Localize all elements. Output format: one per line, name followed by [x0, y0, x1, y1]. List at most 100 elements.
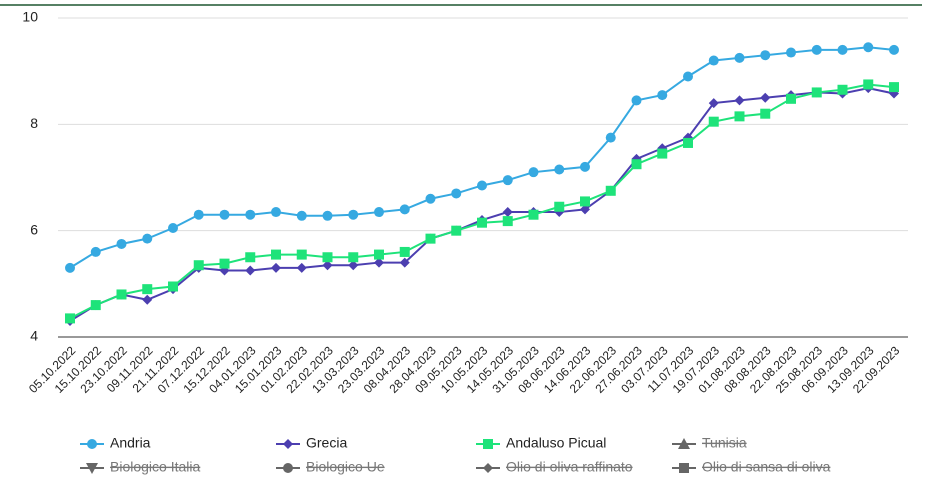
series-line	[69, 46, 895, 269]
point	[271, 207, 281, 218]
legend-label: Andria	[110, 435, 151, 451]
point	[760, 50, 771, 61]
y-tick-label: 10	[22, 9, 38, 25]
point	[657, 148, 668, 159]
point	[580, 196, 590, 207]
y-tick-label: 8	[30, 115, 38, 131]
point	[889, 44, 899, 55]
point	[554, 164, 565, 175]
point	[631, 159, 642, 170]
point	[168, 223, 178, 234]
point	[528, 167, 539, 178]
point	[502, 207, 513, 218]
legend-marker	[283, 463, 293, 473]
point	[322, 252, 333, 263]
legend-marker	[483, 463, 493, 473]
point	[657, 90, 668, 101]
point	[296, 210, 307, 221]
point	[219, 209, 230, 220]
point	[760, 92, 771, 103]
point	[605, 132, 616, 143]
series-line	[69, 87, 895, 322]
point	[90, 246, 101, 257]
point	[219, 258, 230, 269]
legend-marker	[679, 463, 689, 473]
point	[322, 210, 333, 221]
legend-marker	[283, 439, 293, 449]
point	[683, 71, 693, 82]
point	[193, 209, 204, 220]
point	[734, 111, 745, 122]
point	[116, 238, 127, 249]
point	[811, 87, 822, 98]
legend-marker	[86, 463, 98, 474]
point	[245, 252, 256, 263]
point	[477, 217, 487, 228]
point	[348, 252, 359, 263]
legend-label: Andaluso Picual	[506, 435, 606, 451]
series-line	[69, 83, 895, 320]
point	[631, 95, 642, 106]
point	[502, 216, 513, 227]
point	[348, 209, 359, 220]
point	[425, 233, 436, 244]
legend-marker	[87, 439, 97, 449]
point	[296, 249, 307, 260]
point	[399, 246, 410, 257]
point	[271, 262, 281, 273]
point	[193, 260, 204, 271]
point	[734, 52, 745, 63]
y-tick-label: 6	[30, 221, 38, 237]
point	[451, 188, 462, 199]
point	[786, 93, 796, 104]
point	[863, 79, 874, 90]
point	[374, 257, 384, 268]
legend-marker	[678, 438, 690, 449]
point	[451, 225, 462, 236]
point	[580, 204, 590, 215]
point	[708, 55, 719, 66]
legend-label: Olio di oliva raffinato	[506, 459, 633, 475]
point	[708, 116, 719, 127]
point	[734, 95, 745, 106]
point	[605, 185, 616, 196]
point	[116, 289, 127, 300]
point	[889, 82, 899, 93]
point	[786, 47, 796, 58]
point	[296, 262, 307, 273]
point	[65, 313, 75, 324]
point	[863, 42, 874, 53]
point	[142, 294, 153, 305]
point	[322, 260, 333, 271]
point	[811, 44, 822, 55]
legend-marker	[483, 439, 493, 449]
point	[271, 249, 281, 260]
point	[837, 44, 848, 55]
point	[425, 193, 436, 204]
point	[245, 209, 256, 220]
point	[168, 281, 178, 292]
point	[837, 84, 848, 95]
point	[142, 284, 153, 295]
point	[708, 98, 719, 109]
point	[528, 209, 539, 220]
point	[245, 265, 256, 276]
legend-label: Olio di sansa di oliva	[702, 459, 831, 475]
point	[580, 161, 590, 172]
point	[502, 175, 513, 186]
point	[683, 137, 693, 148]
point	[65, 262, 75, 273]
legend-label: Biologico Italia	[110, 459, 200, 475]
point	[477, 180, 487, 191]
y-tick-label: 4	[30, 328, 38, 344]
point	[374, 249, 384, 260]
legend-label: Biologico Ue	[306, 459, 385, 475]
point	[399, 257, 410, 268]
point	[760, 108, 771, 119]
point	[374, 207, 384, 218]
point	[142, 233, 153, 244]
point	[554, 201, 565, 212]
point	[348, 260, 359, 271]
point	[399, 204, 410, 215]
